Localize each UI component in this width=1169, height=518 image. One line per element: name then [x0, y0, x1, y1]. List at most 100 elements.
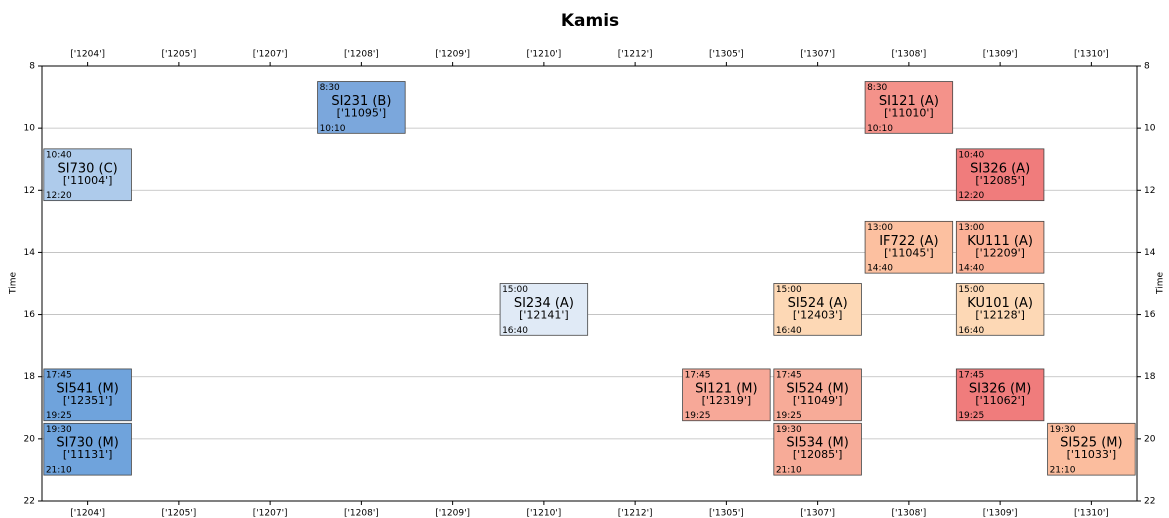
event-end: 19:25 — [958, 411, 984, 421]
event-start: 17:45 — [776, 370, 802, 380]
event-start: 19:30 — [776, 425, 802, 435]
x-tick-label-top: ['1310'] — [1074, 50, 1109, 60]
event-end: 21:10 — [776, 466, 802, 476]
event-end: 19:25 — [776, 411, 802, 421]
x-tick-label-bottom: ['1308'] — [891, 509, 926, 518]
event-code: ['12319'] — [702, 394, 752, 407]
event-end: 21:10 — [1050, 466, 1076, 476]
y-tick-label-right: 22 — [1144, 497, 1155, 507]
x-tick-label-top: ['1207'] — [253, 50, 288, 60]
event-name: SI121 (A) — [879, 94, 939, 109]
y-tick-label: 20 — [24, 434, 36, 444]
event-name: KU111 (A) — [967, 234, 1033, 249]
x-tick-label-bottom: ['1309'] — [983, 509, 1018, 518]
event-box — [43, 148, 132, 202]
event-start: 8:30 — [320, 83, 340, 93]
y-tick-label-right: 10 — [1144, 124, 1156, 134]
event-code: ['11095'] — [337, 106, 387, 119]
x-tick-label-bottom: ['1212'] — [618, 509, 653, 518]
event-start: 8:30 — [867, 83, 887, 93]
event-code: ['11049'] — [793, 394, 843, 407]
x-tick-label-top: ['1204'] — [70, 50, 105, 60]
y-tick-label-right: 14 — [1144, 248, 1156, 258]
event-name: KU101 (A) — [967, 296, 1033, 311]
x-tick-label-top: ['1308'] — [891, 50, 926, 60]
event-code: ['11062'] — [975, 394, 1025, 407]
event-end: 19:25 — [46, 411, 72, 421]
event-end: 16:40 — [958, 326, 984, 336]
y-tick-label: 10 — [24, 124, 36, 134]
event-name: SI234 (A) — [514, 296, 574, 311]
x-tick-label-bottom: ['1207'] — [253, 509, 288, 518]
event-code: ['12128'] — [975, 308, 1025, 321]
chart-title: Kamis — [561, 11, 619, 31]
event-end: 10:10 — [320, 124, 346, 134]
event-start: 17:45 — [958, 370, 984, 380]
event-name: SI326 (M) — [969, 381, 1031, 396]
y-tick-label: 8 — [29, 62, 35, 72]
event-end: 12:20 — [46, 191, 72, 201]
x-tick-label-top: ['1309'] — [983, 50, 1018, 60]
x-tick-label-top: ['1205'] — [161, 50, 196, 60]
event-start: 15:00 — [776, 285, 802, 295]
event-code: ['12351'] — [63, 394, 113, 407]
event-box — [682, 368, 771, 422]
event-code: ['12209'] — [975, 246, 1025, 259]
x-tick-label-bottom: ['1210'] — [526, 509, 561, 518]
event-code: ['12141'] — [519, 308, 569, 321]
x-tick-label-top: ['1210'] — [526, 50, 561, 60]
event-end: 16:40 — [776, 326, 802, 336]
event-name: SI524 (A) — [788, 296, 848, 311]
plot-frame — [41, 65, 1138, 502]
y-tick-label: 22 — [24, 497, 35, 507]
event-start: 19:30 — [1050, 425, 1076, 435]
event-end: 10:10 — [867, 124, 893, 134]
event-box — [955, 148, 1045, 202]
event-box — [955, 283, 1045, 336]
y-tick-label: 14 — [24, 248, 36, 258]
event-start: 10:40 — [46, 150, 72, 160]
event-code: ['12085'] — [793, 448, 843, 461]
x-tick-label-top: ['1212'] — [618, 50, 653, 60]
event-name: SI541 (M) — [56, 381, 118, 396]
event-name: SI534 (M) — [786, 436, 848, 451]
event-box — [955, 368, 1045, 422]
event-name: SI121 (M) — [695, 381, 757, 396]
event-code: ['11033'] — [1067, 448, 1117, 461]
x-tick-label-top: ['1208'] — [344, 50, 379, 60]
y-tick-label-right: 12 — [1144, 186, 1155, 196]
event-box — [773, 283, 862, 336]
y-tick-label: 16 — [24, 310, 36, 320]
x-tick-label-top: ['1209'] — [435, 50, 470, 60]
x-tick-label-top: ['1305'] — [709, 50, 744, 60]
event-start: 10:40 — [958, 150, 984, 160]
event-code: ['11131'] — [63, 448, 113, 461]
event-name: SI231 (B) — [331, 94, 391, 109]
y-tick-label: 12 — [24, 186, 35, 196]
event-name: IF722 (A) — [879, 234, 938, 249]
event-end: 16:40 — [502, 326, 528, 336]
event-start: 13:00 — [867, 223, 893, 233]
event-start: 15:00 — [502, 285, 528, 295]
y-tick-label-right: 16 — [1144, 310, 1156, 320]
y-tick-label-right: 8 — [1144, 62, 1150, 72]
x-tick-label-bottom: ['1204'] — [70, 509, 105, 518]
event-box — [773, 422, 862, 476]
x-tick-label-bottom: ['1205'] — [161, 509, 196, 518]
event-box — [43, 422, 132, 476]
event-end: 14:40 — [958, 264, 984, 274]
event-name: SI326 (A) — [970, 161, 1030, 176]
x-tick-label-top: ['1307'] — [800, 50, 835, 60]
event-start: 19:30 — [46, 425, 72, 435]
event-start: 15:00 — [958, 285, 984, 295]
event-start: 17:45 — [46, 370, 72, 380]
event-code: ['11045'] — [884, 246, 934, 259]
y-tick-label-right: 18 — [1144, 372, 1156, 382]
event-end: 21:10 — [46, 466, 72, 476]
event-start: 17:45 — [685, 370, 711, 380]
x-tick-label-bottom: ['1305'] — [709, 509, 744, 518]
event-box — [317, 81, 406, 134]
event-end: 14:40 — [867, 264, 893, 274]
event-end: 19:25 — [685, 411, 711, 421]
